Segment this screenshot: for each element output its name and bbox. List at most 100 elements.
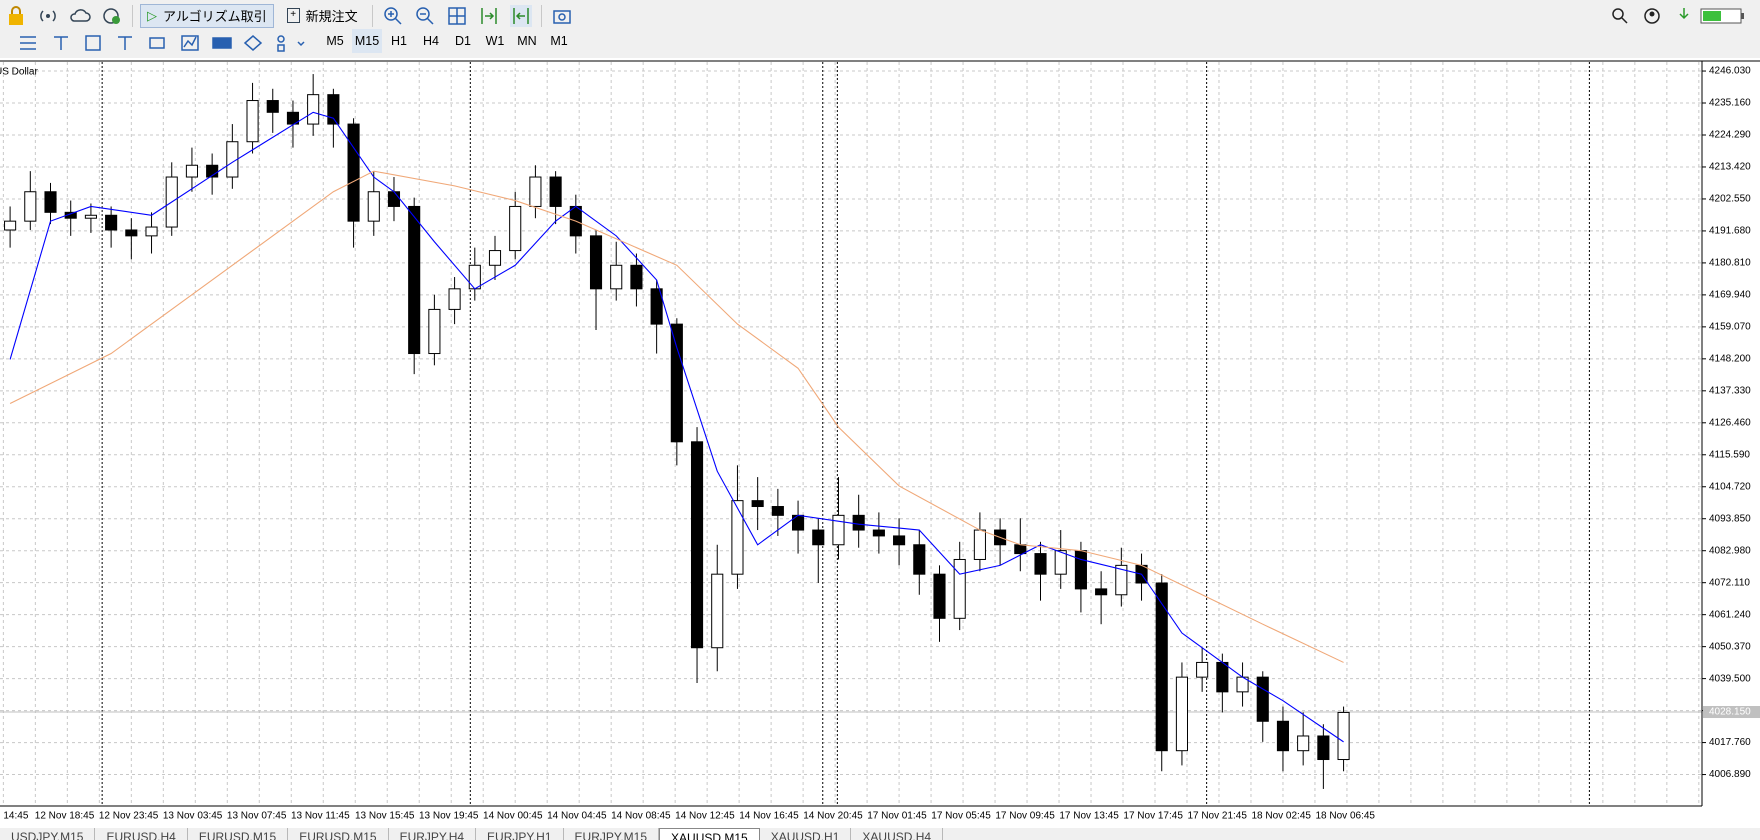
x-tick-label: 14 Nov 20:45 — [803, 811, 863, 822]
candle-body — [1115, 564, 1128, 596]
vps-icon[interactable] — [101, 5, 123, 27]
drawing-tools[interactable] — [0, 29, 320, 57]
chart-title: US Dollar — [0, 67, 38, 78]
cloud-icon[interactable] — [69, 5, 91, 27]
y-tick-label: 4180.810 — [1709, 258, 1751, 269]
x-tick-label: 17 Nov 01:45 — [867, 811, 927, 822]
timeframe-button[interactable]: MN — [517, 34, 537, 48]
chart-tabs: USDJPY,M15 EURUSD,H4 EURUSD,M15 EURUSD,M15 E… — [0, 828, 944, 840]
candle-body — [24, 191, 37, 222]
candle-body — [731, 500, 744, 575]
timeframe-button[interactable]: W1 — [485, 34, 505, 48]
x-tick-label: 17 Nov 13:45 — [1059, 811, 1119, 822]
candle-body — [84, 214, 97, 219]
y-tick-label: 4191.680 — [1709, 226, 1751, 237]
chart-tab[interactable]: EURJPY,M15 — [564, 828, 660, 840]
y-tick-label: 4159.070 — [1709, 321, 1751, 332]
tile-icon[interactable] — [446, 5, 468, 27]
search-icon[interactable] — [1609, 5, 1631, 27]
timeframe-button[interactable]: M1 — [550, 34, 568, 48]
screenshot-icon[interactable] — [551, 5, 573, 27]
chart-tab[interactable]: EURUSD,M15 — [288, 828, 389, 840]
new-order-button[interactable]: + 新規注文 — [280, 4, 365, 28]
chart-tab[interactable]: EURUSD,H4 — [95, 828, 188, 840]
candle-body — [893, 535, 906, 546]
timeframe-button[interactable]: M5 — [326, 34, 344, 48]
candle-body — [812, 529, 825, 546]
candle-body — [1034, 553, 1047, 575]
timeframe-bar: M5 M15 H1 H4 D1 W1 MN M1 — [320, 29, 576, 53]
y-tick-label: 4093.850 — [1709, 513, 1751, 524]
y-tick-label: 4104.720 — [1709, 481, 1751, 492]
candle-body — [549, 176, 562, 207]
account-icon[interactable] — [1641, 5, 1663, 27]
separator — [540, 4, 542, 27]
candle-body — [448, 288, 461, 310]
candle-body — [933, 573, 946, 619]
level-icon[interactable] — [1673, 5, 1695, 27]
button-label: 新規注文 — [305, 9, 358, 24]
timeframe-button[interactable]: D1 — [455, 34, 471, 48]
algo-trading-button[interactable]: ▷ アルゴリズム取引 — [140, 3, 274, 28]
chart-tab[interactable]: XAUUSD,H4 — [851, 828, 944, 840]
y-tick-label: 4126.460 — [1709, 417, 1751, 428]
x-tick-label: 14:45 — [3, 811, 28, 822]
y-tick-label: 4006.890 — [1709, 769, 1751, 780]
y-tick-label: 4213.420 — [1709, 162, 1751, 173]
y-tick-label: 4137.330 — [1709, 385, 1751, 396]
candle-body — [1216, 661, 1229, 693]
candle-body — [408, 205, 421, 355]
button-label: アルゴリズム取引 — [163, 9, 267, 24]
candle-body — [953, 558, 966, 619]
timeframe-button[interactable]: H4 — [423, 34, 439, 48]
candle-body — [488, 250, 502, 266]
y-tick-label: 4072.110 — [1709, 577, 1750, 588]
candle-body — [913, 544, 926, 575]
timeframe-button[interactable]: M15 — [352, 29, 382, 53]
signal-icon[interactable] — [37, 5, 59, 27]
timeframe-button[interactable]: H1 — [391, 34, 407, 48]
y-tick-label: 4202.550 — [1709, 194, 1751, 205]
y-tick-label: 4061.240 — [1709, 609, 1751, 620]
shift-icon[interactable] — [509, 4, 532, 27]
candle-body — [1196, 661, 1209, 678]
y-tick-label: 4235.160 — [1709, 98, 1751, 109]
candle-body — [1256, 676, 1269, 722]
bid-label-box — [1703, 706, 1760, 719]
lock-icon[interactable] — [5, 5, 27, 27]
x-tick-label: 12 Nov 18:45 — [35, 811, 95, 822]
zoom-in-icon[interactable] — [382, 5, 404, 27]
candle-body — [650, 288, 663, 325]
candle-body — [1337, 711, 1350, 761]
candle-body — [387, 191, 401, 207]
chart-tab[interactable]: USDJPY,M15 — [0, 828, 96, 840]
candle-body — [286, 111, 300, 125]
x-tick-label: 17 Nov 05:45 — [931, 811, 991, 822]
candle-body — [1074, 550, 1087, 590]
chart-tab[interactable]: XAUUSD,H1 — [760, 828, 852, 840]
candle-body — [1054, 550, 1067, 575]
chart-tab[interactable]: EURJPY,H4 — [389, 828, 477, 840]
candle-body — [711, 573, 724, 649]
moving-average — [9, 111, 1344, 743]
candle-body — [206, 164, 219, 178]
candle-body — [246, 100, 259, 143]
candle-body — [872, 529, 885, 537]
candle-body — [266, 100, 279, 113]
moving-average — [9, 170, 1344, 663]
candle-body — [428, 308, 441, 355]
candle-body — [1014, 544, 1027, 555]
candle-body — [1095, 588, 1108, 596]
chart-tab[interactable]: EURUSD,M15 — [188, 828, 289, 840]
candle-body — [529, 176, 542, 207]
autoscroll-icon[interactable] — [478, 5, 500, 27]
chart-tab[interactable]: XAUUSD,M15 — [659, 828, 760, 840]
candle-body — [630, 264, 643, 290]
candle-body — [670, 323, 683, 443]
price-chart: 4246.030 4235.160 4224.290 4213.420 4202.550… — [0, 58, 1760, 828]
candle-body — [509, 205, 522, 252]
chart-tab[interactable]: EURJPY,H1 — [476, 828, 564, 840]
zoom-out-icon[interactable] — [414, 5, 436, 27]
candle-body — [751, 500, 764, 508]
